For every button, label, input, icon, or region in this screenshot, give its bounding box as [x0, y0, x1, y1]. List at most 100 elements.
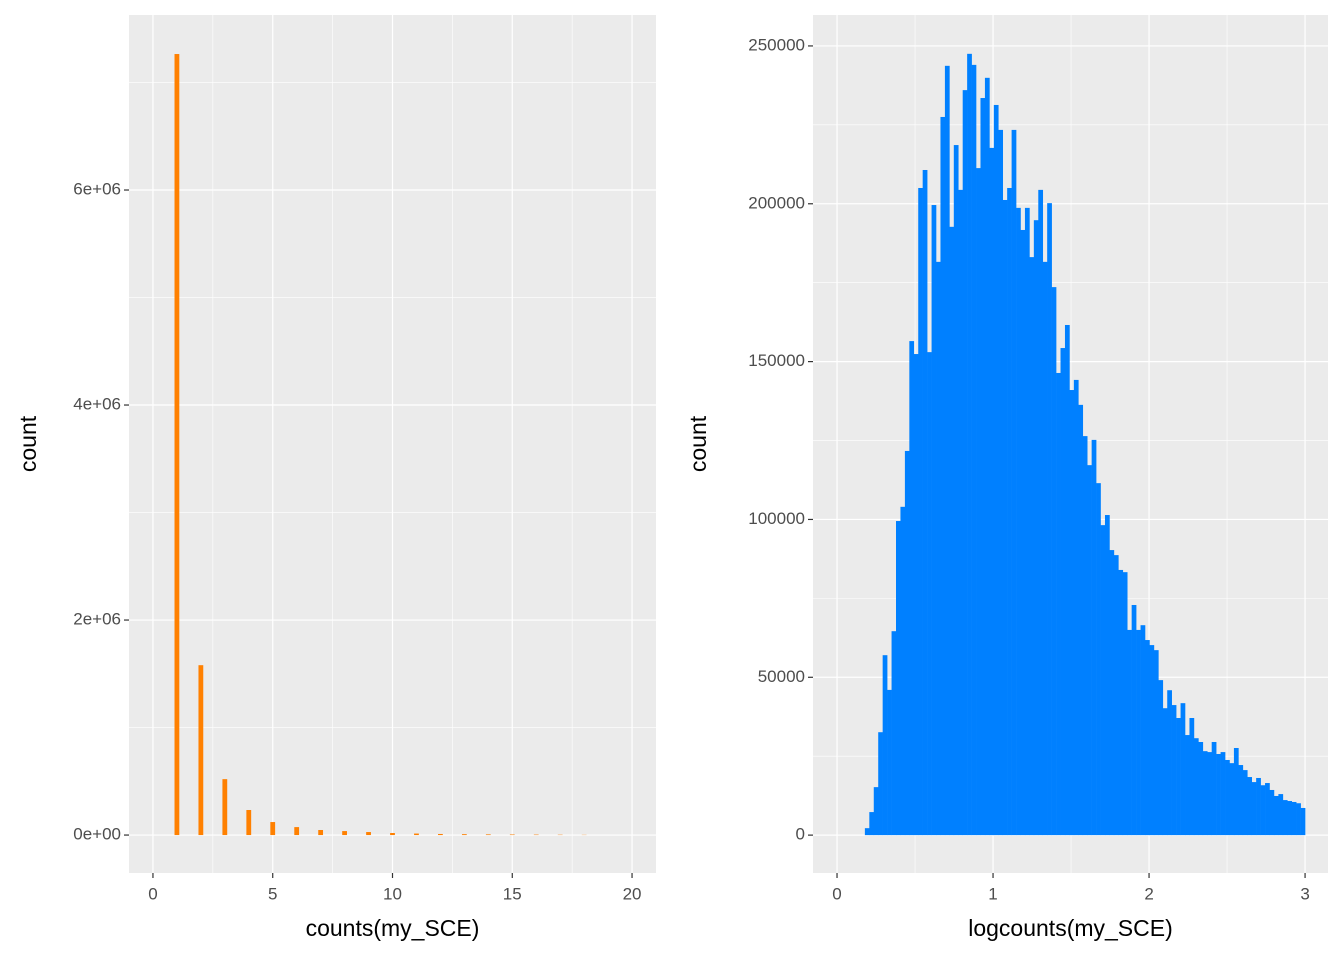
- histogram-bar: [1122, 572, 1128, 836]
- histogram-bar: [1225, 759, 1230, 836]
- histogram-bar: [1300, 807, 1306, 836]
- bar: [222, 779, 228, 836]
- histogram-bar: [1007, 187, 1012, 836]
- y-axis-title: count: [15, 415, 41, 472]
- bar: [485, 834, 491, 836]
- histogram-bar: [1078, 404, 1084, 836]
- y-tick-label: 200000: [748, 193, 805, 212]
- x-axis-title: counts(my_SCE): [306, 915, 480, 941]
- histogram-bar: [1282, 800, 1288, 836]
- histogram-bar: [1002, 199, 1008, 836]
- histogram-bar: [1220, 752, 1226, 836]
- histogram-bar: [998, 129, 1004, 836]
- histogram-bar: [869, 812, 875, 836]
- bar: [198, 665, 204, 836]
- bar: [414, 833, 419, 836]
- y-axis-title: count: [685, 415, 711, 472]
- histogram-bar: [1047, 203, 1052, 836]
- histogram-bar: [1100, 525, 1106, 836]
- histogram-bar: [1038, 189, 1044, 836]
- y-tick-label: 0e+00: [73, 825, 121, 844]
- histogram-bar: [958, 189, 963, 836]
- histogram-bar: [913, 354, 919, 836]
- histogram-bar: [887, 689, 892, 836]
- x-tick-label: 1: [988, 884, 997, 903]
- histogram-bar: [1020, 229, 1026, 836]
- histogram-bar: [944, 65, 950, 836]
- histogram-bar: [882, 655, 888, 836]
- bar: [342, 831, 347, 836]
- histogram-bar: [989, 147, 995, 836]
- x-tick-label: 0: [832, 884, 841, 903]
- histogram-bar: [1296, 803, 1301, 836]
- histogram-bar: [1256, 777, 1261, 836]
- histogram-bar: [1233, 747, 1239, 836]
- histogram-bar: [1082, 436, 1088, 836]
- histogram-bar: [1029, 257, 1035, 836]
- bar: [318, 829, 324, 836]
- histogram-bar: [1193, 738, 1199, 836]
- histogram-bar: [909, 341, 915, 836]
- histogram-bar: [1069, 390, 1075, 836]
- y-tick-label: 150000: [748, 351, 805, 370]
- histogram-bar: [1153, 650, 1159, 836]
- y-tick-label: 0: [796, 825, 805, 844]
- histogram-bar: [1051, 287, 1057, 836]
- bar: [509, 834, 515, 836]
- x-tick-label: 10: [383, 884, 402, 903]
- histogram-bar: [1073, 379, 1079, 836]
- histogram-bar: [873, 787, 879, 836]
- histogram-bar: [1180, 703, 1186, 836]
- y-tick-label: 50000: [758, 667, 805, 686]
- histogram-bar: [1144, 640, 1150, 836]
- bar: [390, 833, 395, 836]
- bar: [461, 834, 467, 836]
- bar: [294, 827, 300, 836]
- histogram-bar: [1149, 645, 1155, 836]
- histogram-bar: [1136, 629, 1141, 836]
- histogram-bar: [1247, 777, 1253, 836]
- histogram-bar: [1269, 789, 1275, 836]
- histogram-bar: [1287, 801, 1293, 836]
- histogram-bar: [1171, 705, 1177, 836]
- histogram-bar: [1042, 261, 1048, 836]
- histogram-bar: [1113, 555, 1119, 836]
- histogram-bar: [1242, 770, 1248, 836]
- histogram-bar: [1251, 782, 1257, 836]
- histogram-bar: [891, 631, 897, 836]
- y-tick-label: 100000: [748, 509, 805, 528]
- histogram-bar: [1265, 783, 1270, 836]
- histogram-bar: [1091, 439, 1097, 836]
- histogram-bar: [927, 352, 932, 836]
- histogram-bar: [962, 90, 968, 836]
- histogram-bar: [900, 506, 906, 836]
- histogram-bar: [1087, 465, 1092, 836]
- histogram-bar: [967, 53, 972, 836]
- histogram-bar: [1158, 680, 1164, 836]
- bar: [246, 810, 252, 836]
- histogram-bar: [895, 521, 901, 836]
- x-tick-label: 20: [623, 884, 642, 903]
- histogram-bar: [1198, 741, 1204, 836]
- bar: [270, 822, 276, 836]
- histogram-bar: [1096, 483, 1101, 836]
- y-tick-label: 6e+06: [73, 180, 121, 199]
- histogram-bar: [1104, 515, 1110, 836]
- histogram-bar: [931, 205, 937, 836]
- histogram-bar: [1131, 604, 1137, 836]
- histogram-bar: [984, 77, 990, 836]
- histogram-bar: [949, 226, 955, 836]
- histogram-bar: [1011, 129, 1017, 836]
- histogram-bar: [1260, 785, 1266, 836]
- histogram-bar: [1162, 708, 1168, 836]
- histogram-bar: [1118, 569, 1124, 836]
- histogram-bar: [936, 261, 941, 836]
- x-tick-label: 0: [148, 884, 157, 903]
- x-axis-title: logcounts(my_SCE): [968, 915, 1173, 941]
- bar: [366, 832, 371, 836]
- histogram-bar: [904, 450, 910, 836]
- x-tick-label: 5: [268, 884, 277, 903]
- histogram-bar: [993, 104, 999, 836]
